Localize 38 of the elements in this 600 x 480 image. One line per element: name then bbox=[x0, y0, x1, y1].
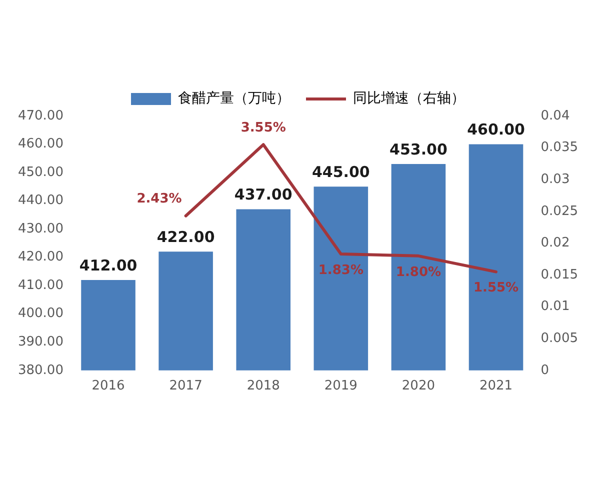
y-tick-label: 460.00 bbox=[18, 136, 64, 152]
y2-tick-label: 0.035 bbox=[540, 140, 578, 156]
y-tick-label: 450.00 bbox=[18, 164, 64, 180]
y-tick-label: 400.00 bbox=[18, 306, 64, 322]
data-label: 453.00 bbox=[390, 140, 448, 158]
legend-label: 同比增速（右轴） bbox=[353, 90, 465, 107]
legend-label: 食醋产量（万吨） bbox=[178, 90, 290, 107]
data-label: 2.43% bbox=[136, 192, 182, 207]
y2-tick-label: 0 bbox=[540, 362, 550, 378]
data-label: 460.00 bbox=[467, 120, 525, 139]
x-tick-label: 2016 bbox=[92, 378, 125, 394]
y-tick-label: 410.00 bbox=[18, 278, 64, 293]
y2-tick-label: 0.005 bbox=[540, 330, 578, 346]
y-tick-label: 440.00 bbox=[18, 193, 64, 208]
data-label: 1.55% bbox=[473, 280, 519, 296]
x-tick-label: 2017 bbox=[169, 378, 202, 394]
y2-tick-label: 0.04 bbox=[540, 108, 570, 124]
y2-tick-label: 0.025 bbox=[540, 204, 578, 219]
x-tick-label: 2018 bbox=[246, 378, 280, 394]
x-tick-label: 2021 bbox=[479, 378, 513, 394]
y2-tick-label: 0.03 bbox=[540, 172, 570, 187]
y-tick-label: 420.00 bbox=[18, 250, 64, 265]
data-label: 1.83% bbox=[318, 262, 364, 278]
y-tick-label: 470.00 bbox=[18, 108, 64, 124]
data-label: 412.00 bbox=[79, 256, 138, 274]
y-tick-label: 430.00 bbox=[18, 221, 64, 236]
data-label: 437.00 bbox=[234, 186, 292, 204]
data-label: 422.00 bbox=[156, 228, 215, 246]
x-tick-label: 2020 bbox=[402, 378, 436, 394]
data-label: 1.80% bbox=[396, 264, 442, 280]
y2-tick-label: 0.01 bbox=[540, 299, 570, 314]
data-label: 3.55% bbox=[240, 120, 286, 136]
y2-tick-label: 0.02 bbox=[540, 236, 570, 251]
x-tick-label: 2019 bbox=[324, 378, 358, 394]
y2-tick-label: 0.015 bbox=[540, 267, 578, 282]
data-label: 445.00 bbox=[312, 163, 370, 182]
y-tick-label: 380.00 bbox=[18, 362, 64, 378]
y-tick-label: 390.00 bbox=[18, 334, 64, 350]
